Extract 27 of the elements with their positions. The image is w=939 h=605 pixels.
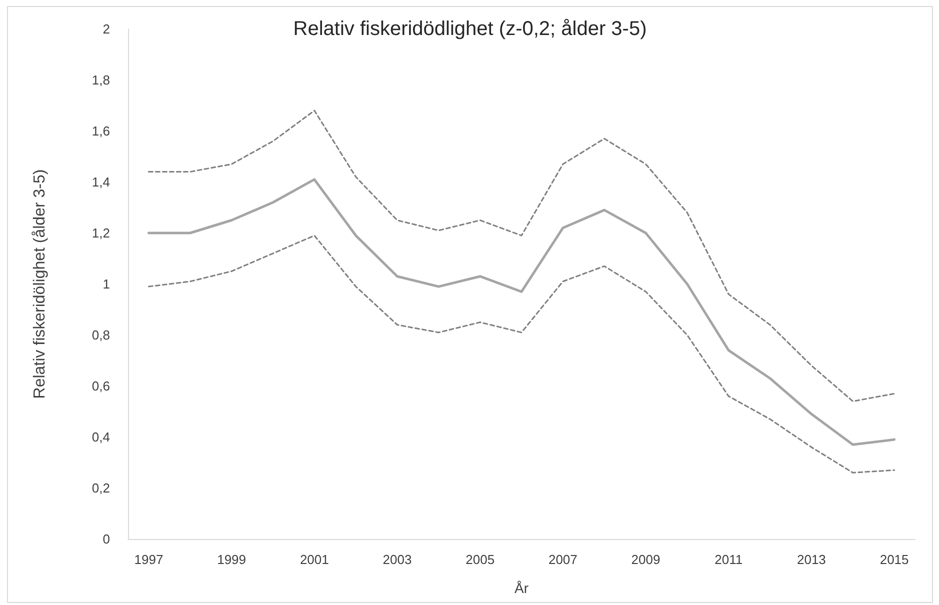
y-tick-label: 0,2 <box>92 480 110 496</box>
y-tick-label: 1,2 <box>92 226 110 240</box>
y-tick-label: 1,6 <box>92 124 110 138</box>
y-tick-label: 1,8 <box>92 72 110 88</box>
x-tick-label: 1997 <box>134 552 164 567</box>
y-tick-label: 0,6 <box>92 378 110 394</box>
x-tick-label: 2005 <box>466 552 495 567</box>
x-tick-label: 1999 <box>217 552 246 567</box>
x-tick-label: 2011 <box>714 552 743 567</box>
y-tick-label: 0,4 <box>92 430 110 444</box>
y-axis-title: Relativ fiskeridölighet (ålder 3-5) <box>32 169 48 399</box>
x-tick-label: 2007 <box>548 552 578 567</box>
line-series <box>148 110 896 402</box>
x-tick-label: 2013 <box>796 552 826 567</box>
x-tick-label: 2009 <box>631 552 660 567</box>
y-tick-label: 0,8 <box>92 328 110 342</box>
y-tick-label: 1,4 <box>92 174 110 190</box>
y-tick-label: 1 <box>102 276 110 292</box>
x-tick-label: 2001 <box>300 552 329 567</box>
line-series <box>148 234 896 474</box>
x-axis-title: År <box>514 580 529 596</box>
chart-title: Relativ fiskeridödlighet (z-0,2; ålder 3-5) <box>293 18 647 40</box>
x-tick-label: 2015 <box>880 552 909 567</box>
y-tick-label: 0 <box>102 532 110 546</box>
x-tick-label: 2003 <box>382 552 412 567</box>
y-tick-label: 2 <box>102 22 110 36</box>
line-series <box>147 178 896 446</box>
